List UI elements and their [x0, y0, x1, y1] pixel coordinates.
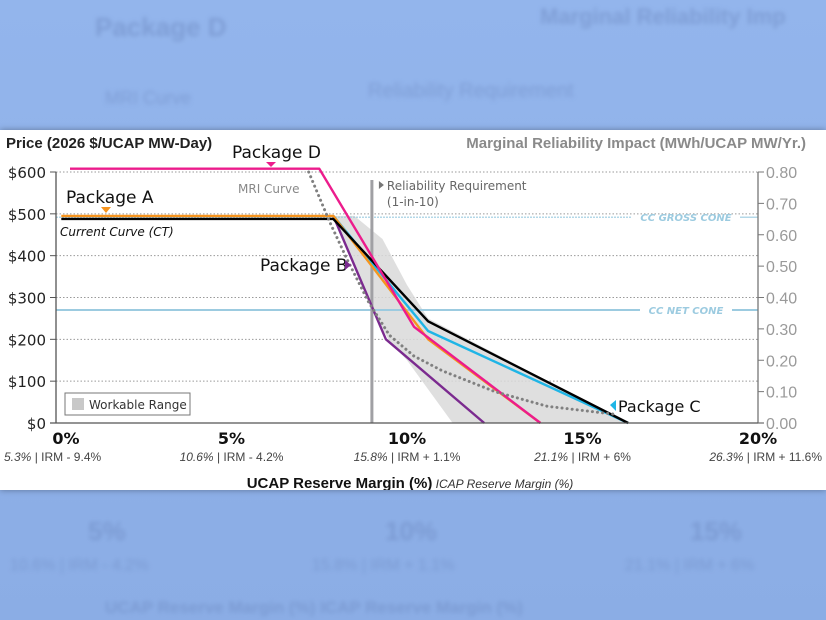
series-line-package-b: [332, 215, 485, 424]
irm-value: | IRM + 1.1%: [388, 450, 461, 464]
x-tick-label: 15%: [563, 429, 601, 448]
y2-tick-label: 0.70: [766, 196, 797, 213]
x-tick-sublabel: 26.3% | IRM + 11.6%: [708, 450, 822, 464]
chart-panel: CC GROSS CONE CC NET CONE Reliability Requ…: [0, 130, 826, 490]
irm-value: | IRM - 9.4%: [31, 450, 101, 464]
x-axis-title: UCAP Reserve Margin (%) ICAP Reserve Mar…: [247, 475, 574, 490]
ghost-text: MRI Curve: [105, 88, 192, 108]
series-line-mri-curve: [307, 170, 620, 417]
ghost-text: 10.6% | IRM - 4.2%: [10, 557, 149, 574]
y-tick-label: $600: [8, 164, 46, 182]
x-tick-sublabel: 21.1% | IRM + 6%: [533, 450, 631, 464]
annotation-package-d: Package D: [232, 143, 321, 163]
y-axis-title-right: Marginal Reliability Impact (MWh/UCAP MW…: [466, 135, 806, 152]
ghost-text: Marginal Reliability Imp: [540, 4, 786, 29]
ghost-text: Reliability Requirement: [368, 80, 574, 102]
y2-tick-label: 0.40: [766, 291, 797, 308]
annotation-package-a: Package A: [66, 188, 154, 208]
x-tick-sublabel: 10.6% | IRM - 4.2%: [180, 450, 284, 464]
icap-value: 10.6%: [180, 450, 214, 464]
triangle-down-icon: [101, 207, 111, 213]
y-tick-label: $300: [8, 290, 46, 308]
ghost-text: 10%: [385, 516, 438, 546]
legend-label-workable-range: Workable Range: [89, 398, 187, 412]
chart-svg: CC GROSS CONE CC NET CONE Reliability Requ…: [4, 135, 822, 490]
reliability-requirement-sublabel: (1-in-10): [387, 195, 439, 209]
triangle-down-icon: [266, 162, 276, 167]
reference-line-label: CC GROSS CONE: [640, 213, 731, 224]
y2-tick-label: 0.20: [766, 353, 797, 370]
ghost-text: 21.1% | IRM + 6%: [625, 557, 755, 574]
y-axis-title-left: Price (2026 $/UCAP MW-Day): [6, 135, 212, 152]
triangle-right-icon: [345, 260, 351, 270]
y2-tick-label: 0.10: [766, 385, 797, 402]
irm-value: | IRM + 11.6%: [743, 450, 822, 464]
legend-box: [64, 392, 191, 416]
x-tick-label: 20%: [739, 429, 777, 448]
x-axis-title-secondary: ICAP Reserve Margin (%): [432, 477, 573, 490]
ghost-text: 5%: [88, 516, 126, 546]
icap-value: 26.3%: [708, 450, 743, 464]
y-tick-label: $0: [27, 415, 46, 433]
y-tick-label: $100: [8, 373, 46, 391]
x-tick-label: 10%: [388, 429, 426, 448]
ghost-text: Package D: [95, 12, 227, 42]
icap-value: 21.1%: [533, 450, 568, 464]
y2-tick-label: 0.50: [766, 259, 797, 276]
y-tick-label: $500: [8, 206, 46, 224]
icap-value: 15.8%: [354, 450, 388, 464]
y2-tick-label: 0.30: [766, 322, 797, 339]
annotation-current-curve: Current Curve (CT): [60, 225, 174, 239]
annotation-package-c: Package C: [618, 397, 701, 416]
x-tick-sublabel: 15.8% | IRM + 1.1%: [354, 450, 461, 464]
y-tick-label: $400: [8, 248, 46, 266]
workable-range-area: [333, 215, 629, 423]
legend-swatch-workable-range: [72, 398, 84, 410]
x-tick-label: 0%: [52, 429, 79, 448]
triangle-left-icon: [610, 400, 616, 411]
y2-tick-label: 0.80: [766, 165, 797, 182]
y-tick-label: $200: [8, 331, 46, 349]
ghost-text: 15.8% | IRM + 1.1%: [312, 557, 455, 574]
series-line-package-d: [70, 167, 542, 424]
irm-value: | IRM - 4.2%: [214, 450, 284, 464]
y2-tick-label: 0.00: [766, 416, 797, 433]
ghost-text: UCAP Reserve Margin (%) ICAP Reserve Mar…: [105, 598, 523, 617]
x-axis-title-primary: UCAP Reserve Margin (%): [247, 475, 433, 490]
annotation-mri-curve: MRI Curve: [238, 182, 299, 196]
reference-line-label: CC NET CONE: [649, 306, 724, 317]
triangle-right-icon: [378, 181, 384, 189]
reliability-requirement-label: Reliability Requirement: [387, 179, 527, 193]
y2-tick-label: 0.60: [766, 228, 797, 245]
icap-value: 5.3%: [4, 450, 32, 464]
x-tick-sublabel: 5.3% | IRM - 9.4%: [4, 450, 101, 464]
irm-value: | IRM + 6%: [568, 450, 631, 464]
x-tick-label: 5%: [218, 429, 245, 448]
ghost-text: 15%: [690, 516, 743, 546]
annotation-package-b: Package B: [260, 256, 348, 276]
